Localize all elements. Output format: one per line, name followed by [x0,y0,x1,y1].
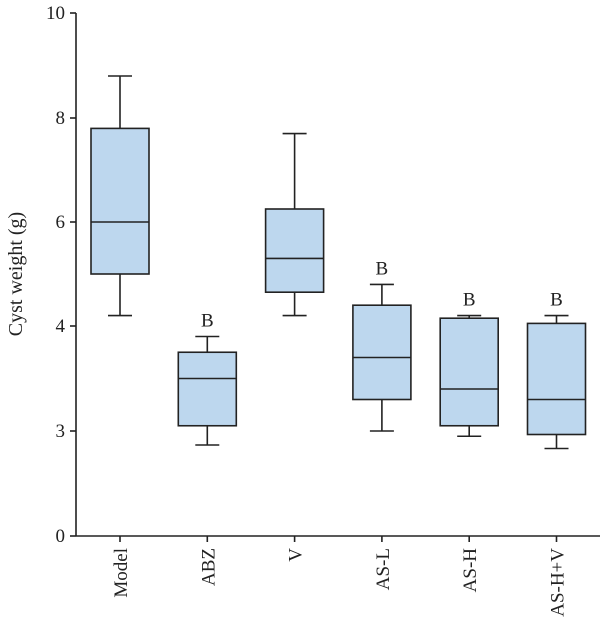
axes [75,13,600,537]
iqr-box [352,304,412,401]
box-group [264,132,325,317]
iqr-box [177,351,238,427]
y-tick-label: 0 [56,526,66,547]
box-group: B [352,258,412,432]
x-tick-label: ABZ [198,548,219,586]
x-tick-label: Model [111,548,132,598]
box-group: B [526,290,587,450]
iqr-box [264,208,325,293]
y-tick-label: 3 [56,421,66,442]
x-tick-label: AS-H+V [548,548,569,617]
y-tick-label: 10 [46,3,65,24]
iqr-box [90,127,150,275]
significance-label: B [463,290,476,311]
y-tick-label: 8 [56,108,66,129]
x-tick-label: V [286,548,307,562]
x-ticks: Model ABZ V AS-L AS-H AS-H+V [111,536,569,617]
iqr-box [526,322,587,436]
y-ticks: 0 3 4 6 8 10 [46,3,76,547]
significance-label: B [376,258,389,279]
y-tick-label: 4 [56,316,66,337]
significance-label: B [201,311,214,332]
significance-label: B [550,290,563,311]
box-group [90,75,150,317]
boxes: B B B B [90,75,587,450]
y-tick-label: 6 [56,212,66,233]
y-axis-title: Cyst weight (g) [5,212,27,336]
x-tick-label: AS-L [373,548,394,590]
iqr-box [439,317,500,427]
x-tick-label: AS-H [460,548,481,593]
box-group: B [439,290,500,438]
box-group: B [177,311,238,446]
